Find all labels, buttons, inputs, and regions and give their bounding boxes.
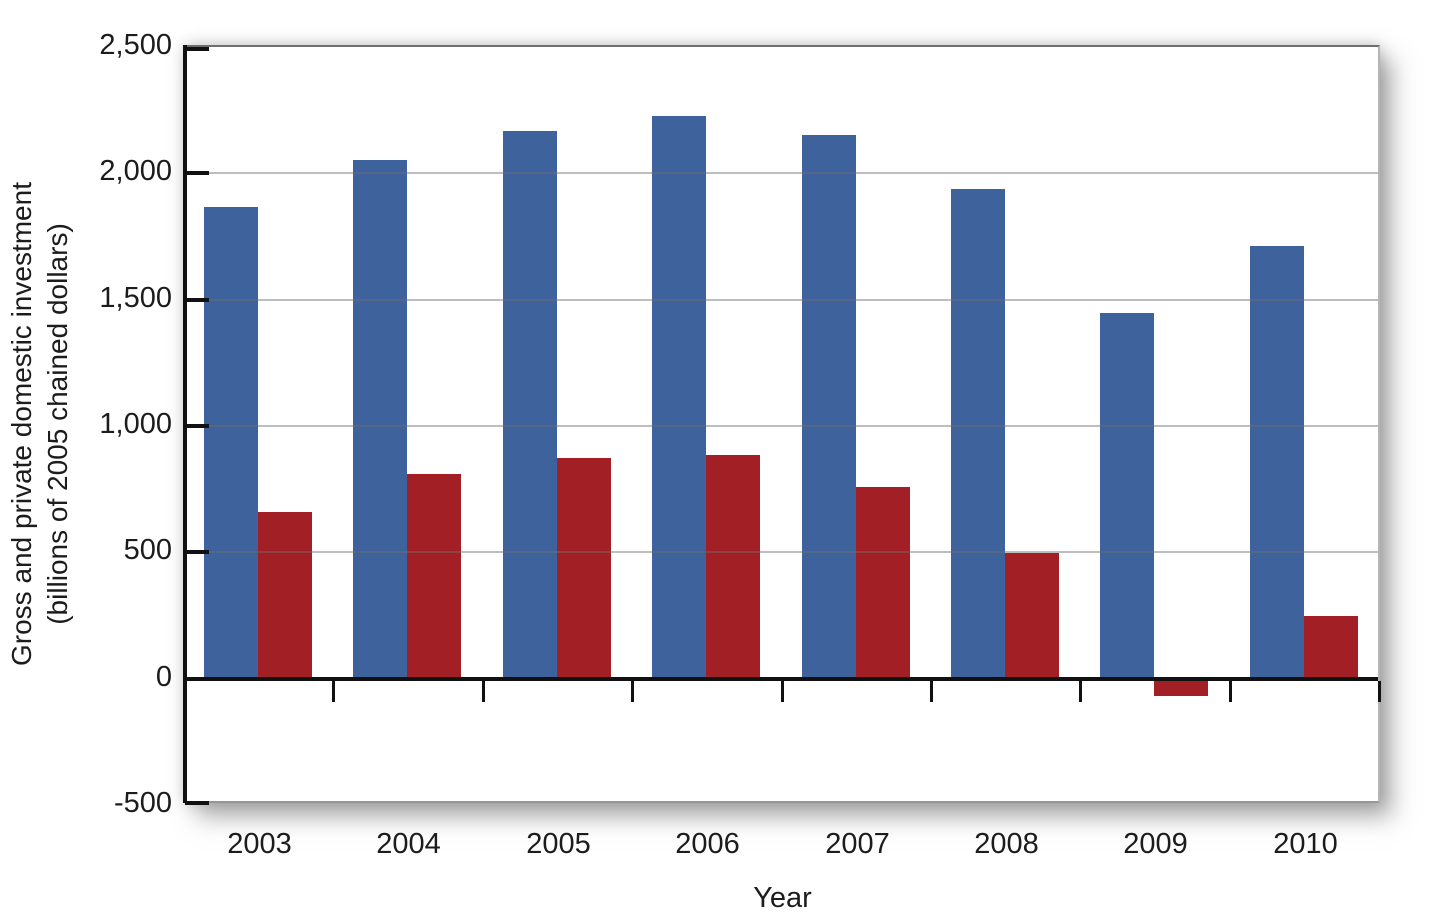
x-tick [1079, 681, 1082, 702]
y-tick-label: 1,000 [99, 408, 172, 440]
gridline [185, 425, 1378, 427]
bar-series-blue-2008 [951, 189, 1005, 679]
y-tick-label: 0 [155, 661, 172, 693]
bar-series-red-2006 [706, 455, 760, 679]
x-tick [930, 681, 933, 702]
x-tick [1378, 681, 1381, 702]
bar-series-red-2009 [1154, 681, 1208, 696]
x-tick-label: 2005 [526, 828, 591, 860]
x-tick-label: 2003 [227, 828, 292, 860]
gridline [185, 299, 1378, 301]
y-tick [185, 801, 209, 805]
bar-series-red-2005 [557, 458, 611, 679]
x-tick-label: 2010 [1273, 828, 1338, 860]
x-tick-label: 2006 [675, 828, 740, 860]
x-tick [1229, 681, 1232, 702]
bar-series-red-2008 [1005, 553, 1059, 679]
y-tick-label: 2,000 [99, 155, 172, 187]
bar-series-blue-2007 [802, 135, 856, 679]
x-tick-label: 2009 [1123, 828, 1188, 860]
x-axis-title: Year [753, 882, 812, 914]
gridline [185, 551, 1378, 553]
y-tick [185, 677, 209, 681]
x-axis-baseline [185, 677, 1378, 681]
y-tick-label: 1,500 [99, 282, 172, 314]
x-tick-label: 2008 [974, 828, 1039, 860]
y-axis-line [183, 45, 187, 803]
bar-series-blue-2006 [652, 116, 706, 679]
y-tick [185, 298, 209, 302]
x-tick [781, 681, 784, 702]
y-tick [185, 47, 209, 51]
gridline [185, 172, 1378, 174]
y-tick-label: 2,500 [99, 29, 172, 61]
x-tick-label: 2007 [825, 828, 890, 860]
y-tick [185, 424, 209, 428]
bar-series-blue-2010 [1250, 246, 1304, 679]
plot-area [185, 45, 1381, 805]
y-tick [185, 171, 209, 175]
bar-series-blue-2005 [503, 131, 557, 679]
x-tick [482, 681, 485, 702]
y-tick-label: -500 [113, 787, 172, 819]
bar-series-blue-2003 [204, 207, 258, 679]
x-tick [332, 681, 335, 702]
y-tick-label: 500 [123, 534, 172, 566]
x-tick [631, 681, 634, 702]
y-tick [185, 550, 209, 554]
bar-series-red-2003 [258, 512, 312, 679]
bar-series-red-2007 [856, 487, 910, 679]
bar-series-blue-2004 [353, 160, 407, 679]
bar-series-red-2004 [407, 474, 461, 679]
bar-series-blue-2009 [1100, 313, 1154, 679]
bar-series-red-2010 [1304, 616, 1358, 679]
x-tick-label: 2004 [376, 828, 441, 860]
